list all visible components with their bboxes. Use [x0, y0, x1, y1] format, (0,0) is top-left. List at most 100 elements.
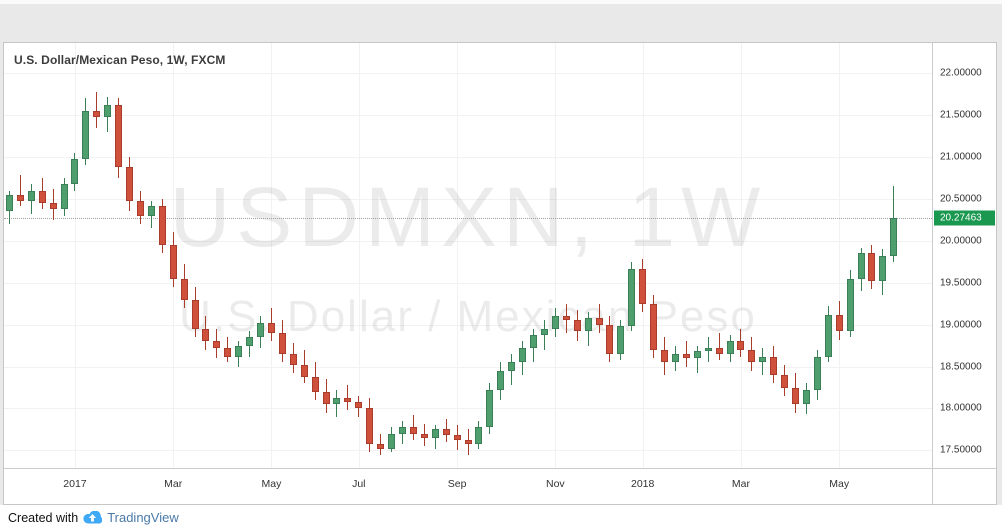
- candle: [246, 337, 254, 346]
- candle: [595, 317, 603, 325]
- candle: [835, 314, 843, 332]
- candle: [715, 348, 723, 354]
- candle: [726, 341, 734, 354]
- candle: [169, 245, 177, 279]
- candle: [49, 203, 57, 209]
- candle: [573, 320, 581, 332]
- candle: [639, 269, 647, 304]
- candlestick-plot[interactable]: U.S. Dollar/Mexican Peso, 1W, FXCM USDMX…: [4, 43, 932, 468]
- candle: [551, 316, 559, 329]
- time-axis-label: May: [261, 478, 282, 490]
- top-strip: [0, 0, 1002, 4]
- h-gridline: [4, 282, 932, 284]
- candle: [104, 105, 112, 117]
- candle: [213, 341, 221, 349]
- candle: [180, 278, 188, 300]
- chart-panel: U.S. Dollar/Mexican Peso, 1W, FXCM USDMX…: [3, 42, 997, 505]
- price-axis-label: 19.00000: [940, 319, 982, 331]
- candle: [60, 183, 68, 209]
- candle: [202, 328, 210, 342]
- candle: [82, 110, 90, 159]
- time-axis-label: Mar: [731, 478, 750, 490]
- price-axis[interactable]: 20.27463 22.00000 21.50000 21.00000 20.5000…: [932, 43, 996, 468]
- candle: [442, 429, 450, 436]
- candle: [257, 322, 265, 338]
- candle-wick: [718, 333, 720, 360]
- price-axis-label: 18.50000: [940, 361, 982, 373]
- v-gridline: [839, 43, 841, 468]
- candle: [617, 326, 625, 354]
- price-axis-label: 17.50000: [940, 444, 982, 456]
- candle: [93, 110, 101, 117]
- candle: [584, 317, 592, 332]
- price-axis-label: 20.50000: [940, 193, 982, 205]
- watermark-name: U.S. Dollar / Mexican Peso: [179, 292, 757, 341]
- candle: [224, 348, 232, 357]
- price-axis-label: 18.00000: [940, 402, 982, 414]
- candle: [671, 353, 679, 363]
- candle: [278, 333, 286, 354]
- candle: [344, 398, 352, 402]
- time-axis-label: Nov: [545, 478, 565, 490]
- last-price-line: [4, 217, 932, 219]
- candle: [398, 426, 406, 434]
- candle: [792, 387, 800, 405]
- time-axis-label: Jul: [352, 478, 366, 490]
- chart-title: U.S. Dollar/Mexican Peso, 1W, FXCM: [14, 53, 226, 67]
- candle-wick: [19, 175, 21, 206]
- price-axis-label: 20.00000: [940, 235, 982, 247]
- v-gridline: [555, 43, 557, 468]
- last-price-badge: 20.27463: [934, 210, 995, 226]
- candle: [289, 353, 297, 365]
- price-axis-label: 21.00000: [940, 151, 982, 163]
- v-gridline: [358, 43, 360, 468]
- tradingview-cloud-icon[interactable]: [83, 511, 103, 524]
- h-gridline: [4, 366, 932, 368]
- candle: [802, 390, 810, 405]
- candle: [136, 200, 144, 216]
- footer-bar: Created with TradingView: [0, 505, 1002, 530]
- candle: [879, 255, 887, 282]
- candle: [267, 322, 275, 334]
- time-axis-label: 2017: [63, 478, 87, 490]
- h-gridline: [4, 157, 932, 158]
- v-gridline: [271, 43, 273, 468]
- candle: [464, 440, 472, 444]
- v-gridline: [74, 43, 76, 468]
- candle: [235, 345, 243, 357]
- candle: [682, 353, 690, 359]
- candle: [147, 205, 155, 216]
- time-axis-label: Sep: [447, 478, 467, 490]
- candle: [650, 303, 658, 350]
- candle-wick: [96, 92, 98, 128]
- candle: [409, 426, 417, 434]
- candle: [770, 356, 778, 375]
- candle: [158, 205, 166, 245]
- candle: [5, 194, 13, 212]
- price-axis-label: 19.50000: [940, 277, 982, 289]
- candle: [377, 443, 385, 449]
- candle: [453, 435, 461, 441]
- candle: [333, 398, 341, 405]
- time-axis-label: 2018: [630, 478, 655, 490]
- candle: [355, 401, 363, 409]
- h-gridline: [4, 324, 932, 326]
- candle: [813, 356, 821, 391]
- h-gridline: [4, 408, 932, 410]
- tradingview-link[interactable]: TradingView: [107, 510, 179, 525]
- candle: [508, 362, 516, 371]
- h-gridline: [4, 73, 932, 75]
- time-axis-label: May: [829, 478, 850, 490]
- candle: [497, 370, 505, 391]
- v-gridline: [642, 43, 644, 468]
- candle-wick: [543, 320, 545, 350]
- candle: [420, 433, 428, 438]
- candle: [857, 253, 865, 279]
- candle: [486, 390, 494, 427]
- candle: [38, 190, 46, 204]
- time-axis[interactable]: 2017 Mar May Jul Sep Nov 2018 Mar May: [4, 468, 932, 504]
- candle-wick: [696, 345, 698, 374]
- candle: [519, 348, 527, 363]
- candle: [300, 364, 308, 377]
